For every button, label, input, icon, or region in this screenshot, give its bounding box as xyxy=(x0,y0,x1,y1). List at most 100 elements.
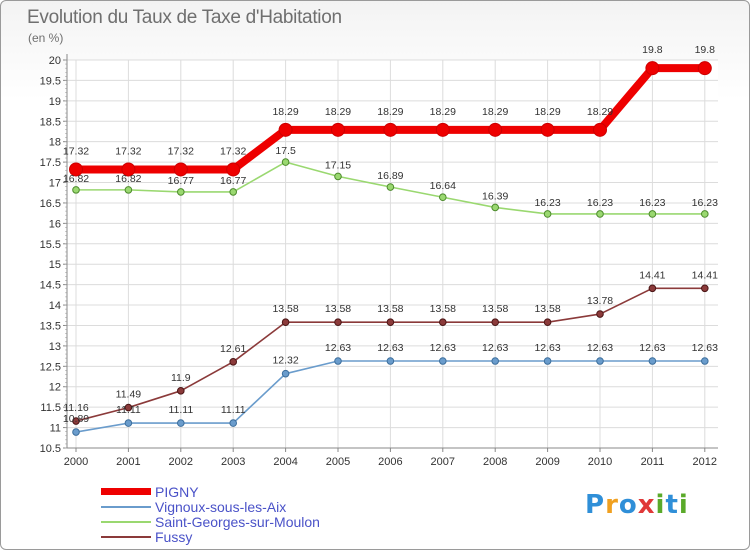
data-point-pigny xyxy=(69,162,83,177)
data-point-fussy xyxy=(177,387,185,395)
data-point-pigny xyxy=(697,61,712,76)
data-point-fussy xyxy=(281,318,290,327)
data-label-pigny: 19.8 xyxy=(695,44,716,56)
x-tick-label: 2002 xyxy=(169,456,193,468)
logo-letter: r xyxy=(605,490,619,520)
data-point-pigny xyxy=(383,122,398,137)
data-label-saint-georges: 16.23 xyxy=(692,197,718,209)
y-tick-label: 16 xyxy=(49,218,61,230)
data-point-saint-georges xyxy=(72,186,80,194)
data-point-fussy xyxy=(72,417,80,425)
data-label-saint-georges: 16.23 xyxy=(534,197,560,209)
data-point-vignoux xyxy=(229,419,237,427)
data-label-fussy: 11.9 xyxy=(171,372,191,384)
data-label-pigny: 18.29 xyxy=(587,106,613,118)
y-tick-label: 14 xyxy=(49,300,61,312)
data-point-fussy xyxy=(596,310,604,318)
data-point-vignoux xyxy=(177,419,185,427)
data-point-vignoux xyxy=(124,419,133,427)
data-label-saint-georges: 17.5 xyxy=(275,145,296,157)
data-label-fussy: 13.58 xyxy=(272,303,298,315)
y-tick-label: 14.5 xyxy=(40,280,61,292)
data-label-pigny: 17.32 xyxy=(63,145,89,157)
data-point-saint-georges xyxy=(596,210,604,218)
x-tick-label: 2005 xyxy=(326,456,350,468)
data-label-vignoux: 10.89 xyxy=(63,413,89,425)
legend-swatch-fussy xyxy=(101,536,151,538)
data-label-fussy: 13.58 xyxy=(325,303,351,315)
data-label-vignoux: 12.63 xyxy=(639,342,665,354)
data-label-vignoux: 12.63 xyxy=(587,342,613,354)
data-label-fussy: 11.16 xyxy=(63,402,89,414)
y-tick-label: 12.5 xyxy=(40,361,61,373)
logo-letter: P xyxy=(585,490,606,520)
y-tick-label: 15 xyxy=(49,259,61,271)
data-point-fussy xyxy=(439,318,447,327)
data-point-fussy xyxy=(124,403,133,412)
data-point-saint-georges xyxy=(491,203,500,212)
data-point-pigny xyxy=(173,162,188,177)
data-point-saint-georges xyxy=(177,188,185,196)
data-point-vignoux xyxy=(386,357,395,365)
y-tick-label: 10.5 xyxy=(40,443,61,455)
y-tick-label: 11.5 xyxy=(40,402,61,414)
data-label-vignoux: 12.63 xyxy=(430,342,456,354)
logo-letter: t xyxy=(665,490,679,520)
data-point-pigny xyxy=(593,122,607,137)
data-label-pigny: 17.32 xyxy=(220,145,246,157)
data-point-fussy xyxy=(229,358,237,366)
logo-letter: x xyxy=(637,490,656,520)
x-tick-label: 2006 xyxy=(378,456,402,468)
data-point-vignoux xyxy=(439,357,447,365)
y-tick-label: 13.5 xyxy=(40,320,61,332)
data-label-saint-georges: 16.64 xyxy=(430,180,456,192)
y-tick-label: 17.5 xyxy=(40,157,61,169)
y-tick-label: 13 xyxy=(49,341,61,353)
x-tick-label: 2011 xyxy=(641,456,665,468)
y-tick-label: 17 xyxy=(49,178,61,190)
data-point-fussy xyxy=(334,318,342,327)
data-point-fussy xyxy=(386,318,395,327)
data-label-pigny: 18.29 xyxy=(325,106,351,118)
data-point-fussy xyxy=(701,284,709,293)
data-point-pigny xyxy=(435,122,450,137)
x-tick-label: 2008 xyxy=(483,456,507,468)
x-tick-label: 2003 xyxy=(221,456,245,468)
data-point-vignoux xyxy=(648,357,657,365)
y-tick-label: 18 xyxy=(49,137,61,149)
data-point-saint-georges xyxy=(229,188,237,196)
data-point-vignoux xyxy=(491,357,500,365)
data-point-saint-georges xyxy=(439,193,447,202)
chart-title: Evolution du Taux de Taxe d'Habitation xyxy=(27,7,342,28)
legend-swatch-pigny xyxy=(101,488,151,495)
data-point-saint-georges xyxy=(543,210,552,218)
legend-label-vignoux: Vignoux-sous-les-Aix xyxy=(155,499,287,515)
data-label-saint-georges: 16.77 xyxy=(168,175,194,187)
legend-label-fussy: Fussy xyxy=(155,529,193,545)
data-point-pigny xyxy=(278,122,293,137)
legend-label-saint-georges: Saint-Georges-sur-Moulon xyxy=(155,514,320,530)
x-tick-label: 2004 xyxy=(273,456,297,468)
data-label-saint-georges: 16.89 xyxy=(377,170,403,182)
x-tick-label: 2001 xyxy=(116,456,140,468)
data-point-saint-georges xyxy=(386,183,395,191)
data-label-pigny: 17.32 xyxy=(168,145,194,157)
y-tick-label: 19 xyxy=(49,96,61,108)
x-tick-label: 2000 xyxy=(64,456,88,468)
data-label-vignoux: 12.63 xyxy=(482,342,508,354)
y-tick-label: 20 xyxy=(49,55,61,67)
data-label-fussy: 11.49 xyxy=(116,389,142,401)
data-point-pigny xyxy=(540,122,555,137)
data-label-vignoux: 12.63 xyxy=(325,342,351,354)
data-point-saint-georges xyxy=(334,172,342,181)
legend-label-pigny: PIGNY xyxy=(155,484,199,500)
y-tick-label: 16.5 xyxy=(40,198,61,210)
legend-swatch-saint-georges xyxy=(101,521,151,523)
y-tick-label: 19.5 xyxy=(40,75,61,87)
data-label-fussy: 13.58 xyxy=(430,303,456,315)
data-label-pigny: 18.29 xyxy=(272,106,298,118)
y-tick-label: 12 xyxy=(49,382,61,394)
x-tick-label: 2007 xyxy=(431,456,455,468)
data-point-vignoux xyxy=(543,357,552,365)
